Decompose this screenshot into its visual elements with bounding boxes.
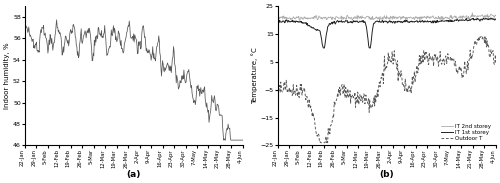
IT 2nd storey [417,20,423,22]
X-axis label: (b): (b) [380,170,394,179]
Outdoor T [301,87,307,89]
IT 2nd storey [493,15,499,17]
IT 1st storey [346,21,352,23]
IT 2nd storey [275,17,281,19]
Y-axis label: Temperature, °C: Temperature, °C [251,47,258,104]
IT 1st storey [412,20,418,23]
IT 1st storey [434,21,440,24]
Legend: IT 2nd storey, IT 1st storey, Outdoor T: IT 2nd storey, IT 1st storey, Outdoor T [440,122,493,143]
IT 2nd storey [434,18,440,20]
IT 1st storey [301,22,307,24]
Outdoor T [275,94,281,96]
Outdoor T [434,60,440,62]
Outdoor T [476,36,482,38]
Line: IT 1st storey: IT 1st storey [278,18,496,48]
Line: Outdoor T: Outdoor T [278,37,496,143]
Outdoor T [412,75,418,77]
IT 2nd storey [433,16,439,18]
Outdoor T [318,142,324,144]
IT 2nd storey [412,16,418,19]
IT 1st storey [362,20,368,23]
IT 1st storey [433,22,439,24]
IT 1st storey [275,20,281,22]
IT 1st storey [493,18,499,20]
Outdoor T [346,96,352,98]
Outdoor T [362,103,368,105]
IT 1st storey [320,47,326,49]
IT 2nd storey [346,16,352,19]
Y-axis label: Indoor humidity, %: Indoor humidity, % [4,42,10,109]
IT 1st storey [488,17,494,19]
X-axis label: (a): (a) [126,170,141,179]
IT 2nd storey [361,17,367,19]
IT 2nd storey [470,12,476,14]
IT 2nd storey [301,16,307,18]
Line: IT 2nd storey: IT 2nd storey [278,13,496,21]
Outdoor T [493,61,499,64]
Outdoor T [433,54,439,56]
